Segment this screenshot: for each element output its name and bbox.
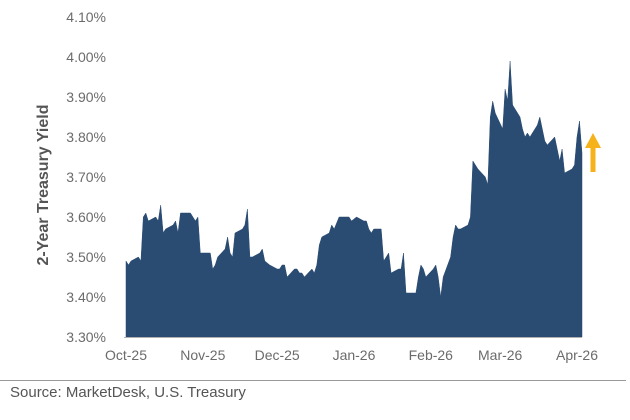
y-tick-label: 4.10% [66, 9, 106, 25]
x-tick-label: Oct-25 [105, 347, 147, 363]
x-tick-label: Feb-26 [409, 347, 454, 363]
x-axis-ticks: Oct-25 Nov-25 Dec-25 Jan-26 Feb-26 Mar-26 Apr-… [105, 347, 598, 363]
y-axis-label: 2-Year Treasury Yield [35, 105, 52, 266]
yield-chart: 3.30% 3.40% 3.50% 3.60% 3.70% 3.80% 3.90% 4.00%… [35, 9, 601, 363]
x-tick-label: Mar-26 [478, 347, 523, 363]
footer-rule [0, 380, 626, 381]
arrow-head [585, 133, 601, 148]
y-tick-label: 3.30% [66, 329, 106, 345]
y-axis-ticks: 3.30% 3.40% 3.50% 3.60% 3.70% 3.80% 3.90% 4.00%… [66, 9, 106, 345]
y-tick-label: 4.00% [66, 49, 106, 65]
y-tick-label: 3.70% [66, 169, 106, 185]
y-tick-label: 3.50% [66, 249, 106, 265]
y-tick-label: 3.80% [66, 129, 106, 145]
up-arrow-annotation [585, 133, 601, 172]
y-tick-label: 3.40% [66, 289, 106, 305]
x-tick-label: Nov-25 [180, 347, 225, 363]
y-tick-label: 3.60% [66, 209, 106, 225]
x-tick-label: Dec-25 [255, 347, 300, 363]
y-tick-label: 3.90% [66, 89, 106, 105]
yield-area-series [125, 60, 583, 338]
x-tick-label: Jan-26 [333, 347, 376, 363]
source-note: Source: MarketDesk, U.S. Treasury [10, 384, 246, 401]
x-tick-label: Apr-26 [556, 347, 598, 363]
arrow-shaft [590, 146, 596, 172]
